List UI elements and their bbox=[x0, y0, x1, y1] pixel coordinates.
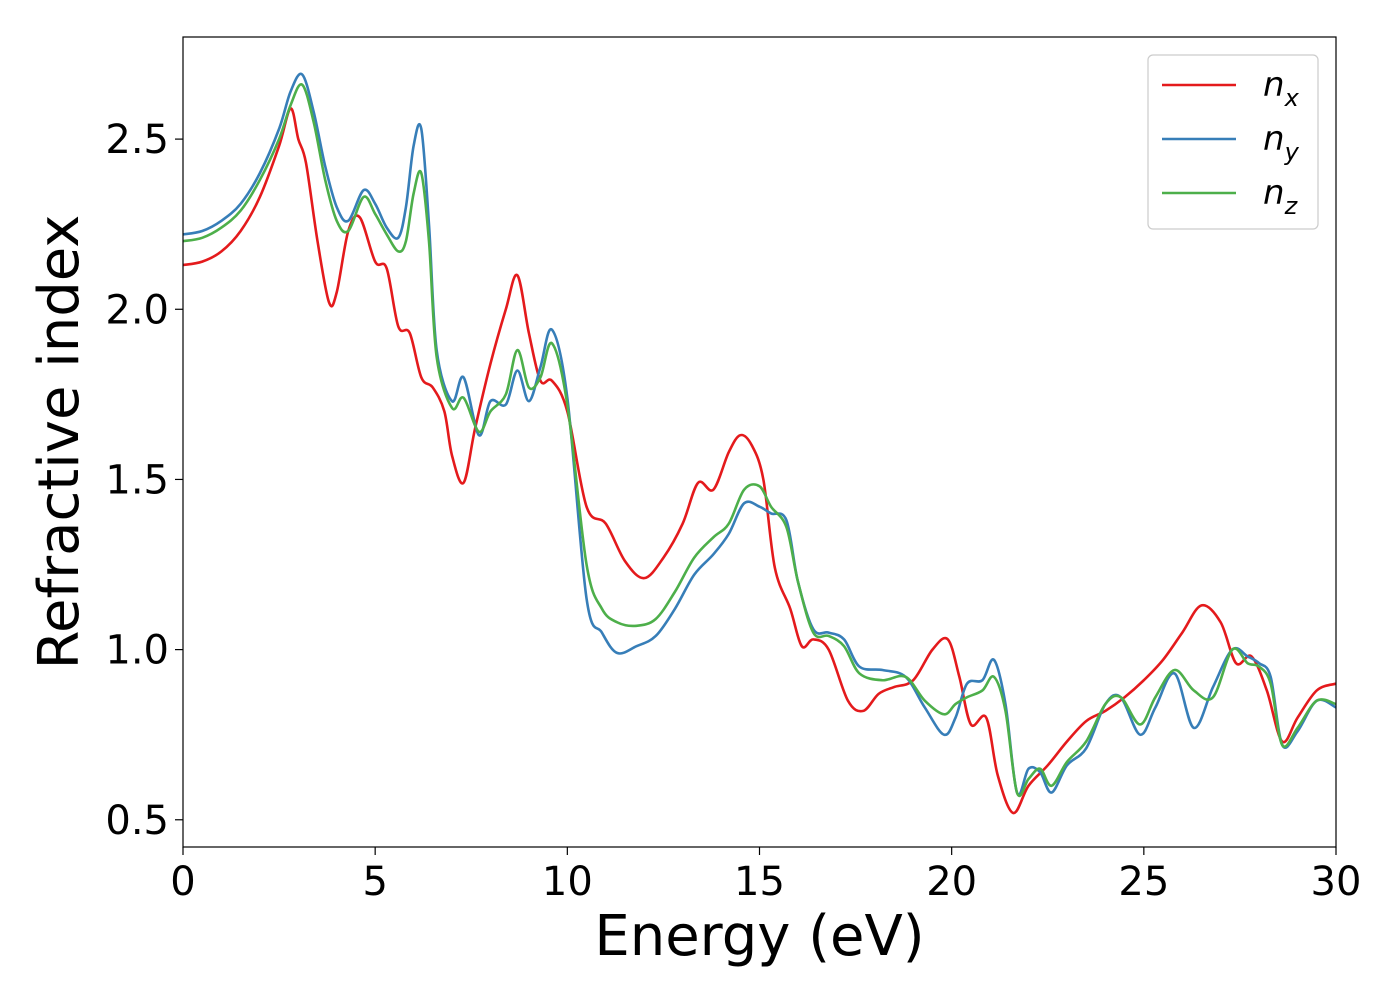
legend-label-nx: nx bbox=[1263, 65, 1300, 112]
series-layer bbox=[183, 72, 1336, 815]
x-tick-label: 20 bbox=[926, 859, 977, 905]
y-tick-label: 2.0 bbox=[105, 287, 169, 333]
series-line-nx bbox=[183, 107, 1336, 815]
x-tick-label: 10 bbox=[542, 859, 593, 905]
x-tick-label: 15 bbox=[734, 859, 785, 905]
x-tick-label: 0 bbox=[170, 859, 195, 905]
y-tick-label: 1.5 bbox=[105, 457, 169, 503]
x-tick-label: 30 bbox=[1311, 859, 1362, 905]
y-axis-title: Refractive index bbox=[27, 215, 92, 670]
series-line-nz bbox=[183, 83, 1336, 798]
y-tick-label: 1.0 bbox=[105, 628, 169, 674]
x-tick-label: 25 bbox=[1118, 859, 1169, 905]
legend-label-ny: ny bbox=[1263, 119, 1300, 166]
x-tick-label: 5 bbox=[362, 859, 387, 905]
legend-box bbox=[1147, 54, 1319, 230]
y-axis-ticks: 0.5 1.0 1.5 2.0 2.5 bbox=[105, 117, 183, 844]
x-axis-title: Energy (eV) bbox=[594, 904, 924, 969]
y-tick-label: 2.5 bbox=[105, 117, 169, 163]
x-axis-ticks: 0 5 10 15 20 25 30 bbox=[170, 847, 1361, 905]
y-tick-label: 0.5 bbox=[105, 798, 169, 844]
